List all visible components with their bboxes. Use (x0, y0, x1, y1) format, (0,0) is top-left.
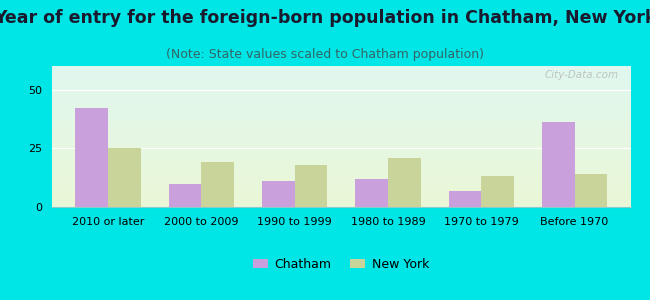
Text: (Note: State values scaled to Chatham population): (Note: State values scaled to Chatham po… (166, 48, 484, 61)
Bar (356, 179, 388, 207)
Bar (168, 184, 202, 207)
Bar (294, 165, 327, 207)
Bar (75, 108, 108, 207)
Bar (108, 148, 140, 207)
Bar (262, 181, 294, 207)
Text: City-Data.com: City-Data.com (545, 70, 619, 80)
Bar (448, 190, 481, 207)
Bar (575, 174, 607, 207)
Bar (388, 158, 421, 207)
Legend: Chatham, New York: Chatham, New York (248, 253, 434, 276)
Bar (481, 176, 514, 207)
Bar (202, 162, 234, 207)
Bar (542, 122, 575, 207)
Text: Year of entry for the foreign-born population in Chatham, New York: Year of entry for the foreign-born popul… (0, 9, 650, 27)
